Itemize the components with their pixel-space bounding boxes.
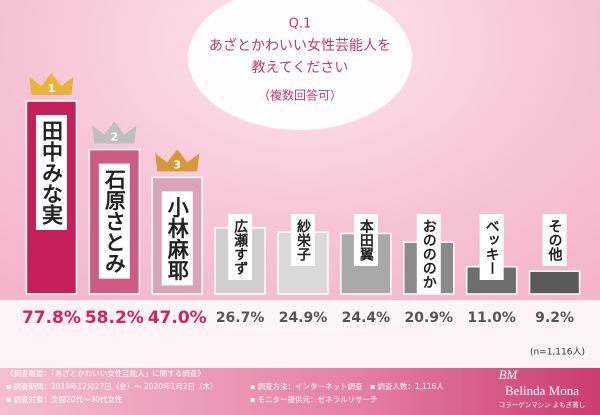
x-tick-label: 本田翼 bbox=[358, 218, 375, 262]
footnote: ▪ 調査期間：2019年12月27日（金）～ 2020年1月2日（木） bbox=[6, 381, 218, 391]
footnote: ▪ 調査対象：全国20代～30代女性 bbox=[6, 394, 123, 404]
x-tick-label: 田中みな実 bbox=[39, 120, 63, 226]
rank-label: 2 bbox=[111, 131, 119, 144]
x-tick-label: おのののか bbox=[421, 219, 437, 289]
value-label: 24.9% bbox=[279, 310, 328, 326]
x-tick-label: 広瀬すず bbox=[232, 218, 248, 275]
footnote: ▪ 調査方法：インターネット調査 ▪ 調査人数：1,116人 bbox=[250, 381, 444, 391]
sample-size: (n=1,116人) bbox=[530, 347, 585, 358]
rank-label: 3 bbox=[173, 158, 181, 171]
footer-band bbox=[0, 368, 600, 415]
x-tick-label: 小林麻耶 bbox=[165, 196, 190, 281]
bar bbox=[528, 270, 581, 295]
name-box bbox=[228, 214, 253, 280]
label-band bbox=[0, 300, 600, 370]
name-box bbox=[353, 214, 378, 266]
logo-subtitle: コラーゲンマシン よもぎ蒸し bbox=[499, 400, 586, 409]
chart-subtitle: （複数回答可） bbox=[258, 88, 342, 103]
logo-name: Belinda Mona bbox=[505, 383, 579, 398]
value-label: 47.0% bbox=[148, 308, 207, 328]
rank-label: 1 bbox=[48, 82, 56, 95]
value-label: 77.8% bbox=[22, 308, 81, 328]
value-label: 20.9% bbox=[404, 310, 453, 326]
footnote: 《調査概要：「あざとかわいい女性芸能人」に関する調査》 bbox=[6, 368, 205, 378]
name-box bbox=[416, 214, 441, 294]
chart-title: あざとかわいい女性芸能人を bbox=[209, 37, 391, 54]
x-tick-label: その他 bbox=[547, 219, 564, 262]
name-box bbox=[542, 214, 567, 266]
name-box bbox=[98, 163, 130, 279]
name-box bbox=[479, 214, 504, 280]
name-box bbox=[291, 214, 315, 266]
footnote: ▪ モニター提供元：ゼネラルリサーチ bbox=[250, 394, 377, 404]
x-tick-label: 紗栄子 bbox=[295, 218, 312, 262]
value-label: 26.7% bbox=[216, 310, 265, 326]
value-label: 24.4% bbox=[342, 310, 391, 326]
title-bubble bbox=[188, 0, 412, 130]
name-box bbox=[35, 115, 67, 230]
chart-title: 教えてください bbox=[252, 60, 349, 76]
value-label: 9.2% bbox=[535, 310, 574, 326]
crown bbox=[92, 121, 137, 144]
value-label: 11.0% bbox=[467, 310, 516, 326]
logo-mark: BM bbox=[499, 367, 519, 382]
question: Q.1 bbox=[289, 17, 312, 32]
name-box bbox=[161, 191, 193, 286]
x-tick-label: ベッキー bbox=[484, 219, 500, 275]
crown bbox=[29, 73, 74, 95]
crown bbox=[155, 149, 200, 172]
x-tick-label: 石原さとみ bbox=[102, 169, 127, 274]
value-label: 58.2% bbox=[85, 308, 144, 328]
